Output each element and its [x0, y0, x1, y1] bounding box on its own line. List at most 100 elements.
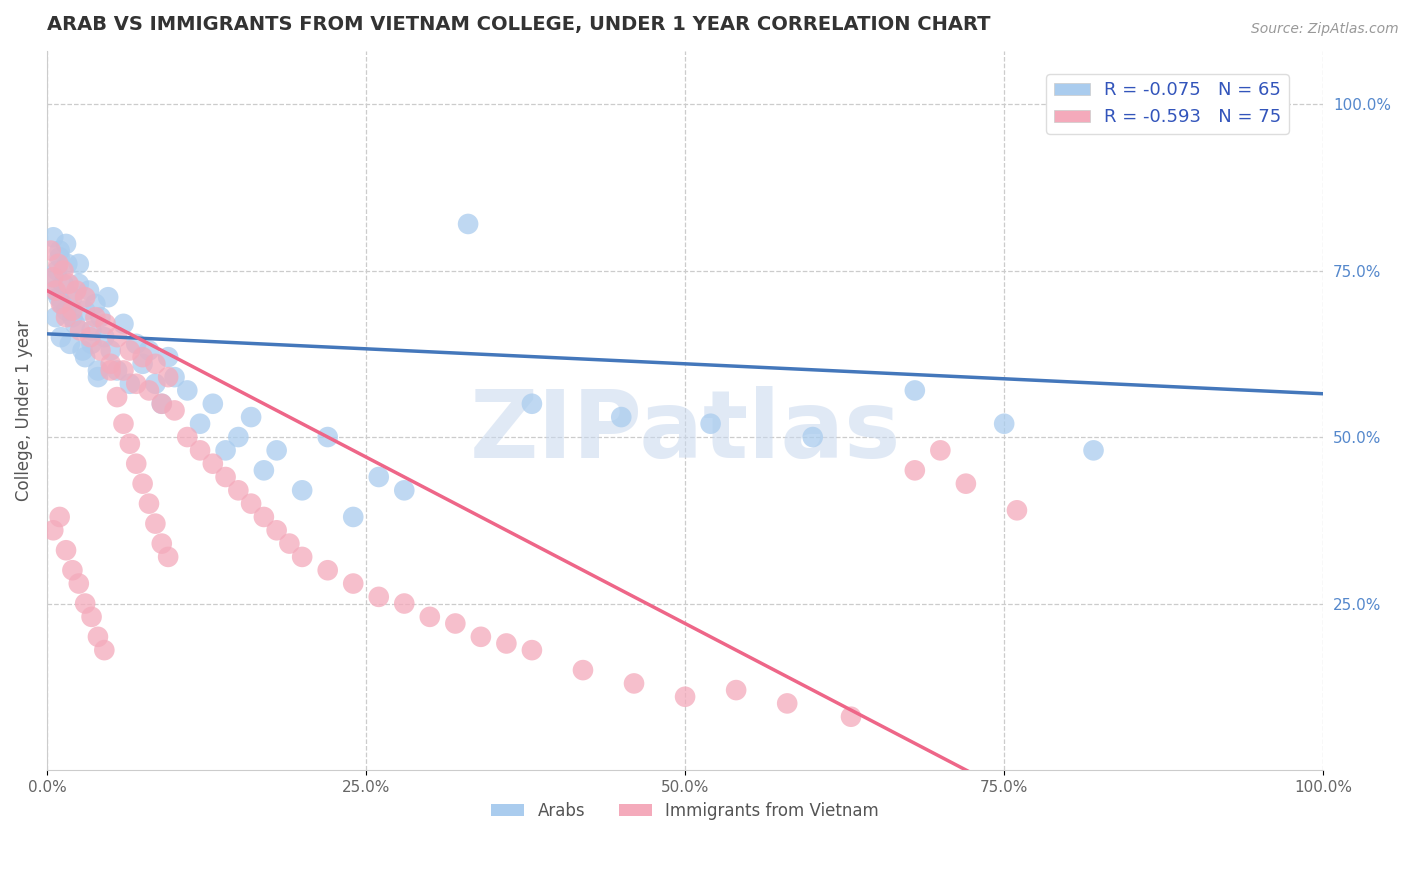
Point — [157, 549, 180, 564]
Point — [776, 697, 799, 711]
Point — [55, 303, 77, 318]
Point — [42, 523, 65, 537]
Point — [394, 483, 416, 498]
Point — [75, 350, 97, 364]
Point — [112, 417, 135, 431]
Point — [49, 297, 72, 311]
Point — [67, 576, 90, 591]
Point — [42, 270, 65, 285]
Point — [118, 436, 141, 450]
Point — [993, 417, 1015, 431]
Point — [52, 263, 75, 277]
Point — [112, 317, 135, 331]
Point — [138, 384, 160, 398]
Point — [157, 370, 180, 384]
Point — [125, 336, 148, 351]
Point — [291, 483, 314, 498]
Point — [725, 683, 748, 698]
Point — [48, 244, 70, 258]
Point — [48, 250, 70, 264]
Point — [278, 536, 301, 550]
Point — [367, 470, 389, 484]
Point — [42, 270, 65, 285]
Point — [87, 363, 110, 377]
Point — [240, 497, 263, 511]
Point — [201, 457, 224, 471]
Point — [291, 549, 314, 564]
Point — [62, 310, 84, 325]
Y-axis label: College, Under 1 year: College, Under 1 year — [15, 320, 32, 501]
Text: ZIPatlas: ZIPatlas — [470, 386, 901, 478]
Point — [100, 363, 122, 377]
Point — [48, 290, 70, 304]
Point — [316, 563, 339, 577]
Point — [89, 310, 111, 325]
Point — [266, 523, 288, 537]
Text: Source: ZipAtlas.com: Source: ZipAtlas.com — [1251, 22, 1399, 37]
Point — [1005, 503, 1028, 517]
Point — [904, 384, 927, 398]
Point — [75, 290, 97, 304]
Point — [84, 310, 107, 325]
Point — [138, 497, 160, 511]
Point — [253, 510, 276, 524]
Point — [79, 330, 101, 344]
Point — [1083, 443, 1105, 458]
Point — [93, 643, 115, 657]
Point — [342, 576, 364, 591]
Point — [105, 390, 128, 404]
Text: ARAB VS IMMIGRANTS FROM VIETNAM COLLEGE, UNDER 1 YEAR CORRELATION CHART: ARAB VS IMMIGRANTS FROM VIETNAM COLLEGE,… — [46, 15, 990, 34]
Point — [48, 257, 70, 271]
Point — [45, 310, 67, 325]
Point — [150, 536, 173, 550]
Point — [495, 636, 517, 650]
Point — [131, 350, 153, 364]
Point — [62, 563, 84, 577]
Point — [55, 236, 77, 251]
Point — [623, 676, 645, 690]
Point — [46, 263, 69, 277]
Point — [839, 710, 862, 724]
Point — [163, 403, 186, 417]
Point — [176, 384, 198, 398]
Point — [51, 297, 73, 311]
Point — [266, 443, 288, 458]
Point — [118, 343, 141, 358]
Point — [58, 277, 80, 291]
Point — [105, 330, 128, 344]
Point — [316, 430, 339, 444]
Point — [699, 417, 721, 431]
Point — [52, 277, 75, 291]
Point — [65, 284, 87, 298]
Point — [520, 643, 543, 657]
Point — [131, 357, 153, 371]
Point — [42, 230, 65, 244]
Point — [125, 376, 148, 391]
Point — [93, 330, 115, 344]
Point — [49, 330, 72, 344]
Point — [62, 290, 84, 304]
Point — [253, 463, 276, 477]
Point — [80, 610, 103, 624]
Point — [176, 430, 198, 444]
Point — [45, 284, 67, 298]
Point — [48, 510, 70, 524]
Point — [55, 543, 77, 558]
Point — [75, 303, 97, 318]
Point — [87, 370, 110, 384]
Point — [89, 343, 111, 358]
Point — [470, 630, 492, 644]
Point — [444, 616, 467, 631]
Point — [62, 303, 84, 318]
Legend: Arabs, Immigrants from Vietnam: Arabs, Immigrants from Vietnam — [485, 795, 886, 826]
Point — [97, 290, 120, 304]
Point — [67, 257, 90, 271]
Point — [150, 397, 173, 411]
Point — [457, 217, 479, 231]
Point — [100, 357, 122, 371]
Point — [77, 284, 100, 298]
Point — [72, 343, 94, 358]
Point — [94, 317, 117, 331]
Point — [138, 343, 160, 358]
Point — [39, 244, 62, 258]
